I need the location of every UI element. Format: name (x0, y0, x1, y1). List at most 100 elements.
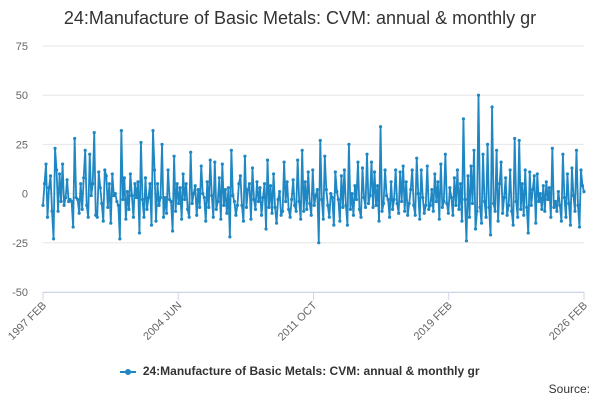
data-point[interactable] (535, 172, 539, 176)
data-point[interactable] (305, 207, 309, 211)
data-point[interactable] (210, 193, 214, 198)
data-point[interactable] (262, 182, 267, 186)
data-point[interactable] (451, 213, 455, 217)
data-point[interactable] (246, 188, 250, 192)
data-point[interactable] (160, 142, 164, 146)
data-point[interactable] (365, 152, 369, 156)
data-point[interactable] (86, 215, 90, 219)
data-point[interactable] (241, 219, 246, 223)
data-point[interactable] (103, 168, 107, 172)
data-point[interactable] (404, 180, 408, 184)
data-point[interactable] (85, 203, 89, 208)
data-point[interactable] (277, 190, 282, 194)
data-point[interactable] (410, 168, 414, 172)
data-point[interactable] (101, 219, 105, 223)
data-point[interactable] (519, 207, 523, 211)
data-point[interactable] (140, 197, 145, 202)
data-point[interactable] (378, 125, 383, 129)
data-point[interactable] (481, 152, 485, 156)
data-point[interactable] (401, 164, 405, 168)
data-point[interactable] (229, 148, 233, 152)
data-point[interactable] (109, 221, 113, 225)
data-point[interactable] (161, 215, 166, 219)
data-point[interactable] (250, 166, 255, 170)
data-point[interactable] (92, 130, 96, 135)
data-point[interactable] (442, 199, 446, 204)
data-point[interactable] (214, 207, 218, 211)
data-point[interactable] (558, 203, 562, 208)
data-point[interactable] (327, 215, 331, 219)
data-point[interactable] (180, 217, 184, 221)
data-point[interactable] (389, 180, 393, 184)
data-point[interactable] (321, 217, 325, 221)
data-point[interactable] (437, 217, 441, 221)
data-point[interactable] (537, 199, 541, 204)
data-point[interactable] (172, 154, 176, 158)
data-point[interactable] (324, 188, 328, 192)
data-point[interactable] (482, 199, 487, 204)
data-point[interactable] (463, 197, 467, 202)
data-point[interactable] (290, 197, 294, 202)
data-point[interactable] (284, 199, 288, 204)
data-point[interactable] (198, 205, 202, 209)
data-point[interactable] (507, 203, 511, 208)
data-point[interactable] (418, 217, 422, 221)
data-point[interactable] (391, 207, 395, 211)
data-point[interactable] (520, 182, 524, 186)
data-point[interactable] (360, 166, 365, 170)
data-point[interactable] (56, 209, 60, 213)
data-point[interactable] (249, 217, 253, 221)
data-point[interactable] (371, 205, 375, 209)
data-point[interactable] (104, 174, 108, 178)
data-point[interactable] (314, 193, 318, 198)
data-point[interactable] (388, 215, 392, 219)
data-point[interactable] (472, 148, 476, 152)
data-point[interactable] (534, 221, 538, 225)
data-point[interactable] (115, 199, 119, 204)
data-point[interactable] (62, 203, 66, 208)
data-point[interactable] (158, 195, 163, 200)
data-point[interactable] (473, 227, 478, 231)
data-point[interactable] (223, 188, 227, 192)
data-point[interactable] (419, 168, 423, 172)
data-point[interactable] (184, 182, 188, 186)
data-point[interactable] (228, 235, 232, 239)
data-point[interactable] (113, 192, 117, 196)
data-point[interactable] (264, 227, 268, 231)
data-point[interactable] (577, 225, 582, 229)
data-point[interactable] (366, 201, 371, 206)
data-point[interactable] (300, 148, 304, 152)
data-point[interactable] (279, 213, 283, 217)
data-point[interactable] (528, 170, 532, 174)
data-point[interactable] (546, 197, 550, 202)
data-point[interactable] (232, 199, 236, 204)
data-point[interactable] (335, 190, 339, 194)
data-point[interactable] (487, 205, 491, 209)
data-point[interactable] (561, 152, 565, 156)
data-point[interactable] (226, 186, 230, 190)
data-point[interactable] (326, 203, 330, 208)
data-point[interactable] (116, 203, 120, 208)
data-point[interactable] (350, 192, 354, 196)
data-point[interactable] (70, 199, 74, 204)
data-point[interactable] (48, 174, 53, 178)
data-point[interactable] (330, 195, 334, 200)
data-point[interactable] (91, 182, 95, 186)
data-point[interactable] (57, 172, 62, 176)
data-point[interactable] (516, 215, 520, 219)
data-point[interactable] (270, 211, 274, 215)
data-point[interactable] (110, 172, 114, 176)
data-point[interactable] (51, 237, 56, 241)
data-point[interactable] (71, 225, 75, 229)
data-point[interactable] (498, 182, 502, 186)
data-point[interactable] (122, 176, 126, 180)
data-point[interactable] (460, 219, 464, 223)
data-point[interactable] (299, 217, 303, 221)
data-point[interactable] (189, 150, 193, 154)
data-point[interactable] (317, 241, 321, 245)
data-point[interactable] (282, 160, 286, 164)
data-point[interactable] (448, 186, 452, 190)
data-point[interactable] (119, 129, 123, 133)
data-point[interactable] (243, 154, 247, 158)
data-point[interactable] (374, 203, 378, 208)
